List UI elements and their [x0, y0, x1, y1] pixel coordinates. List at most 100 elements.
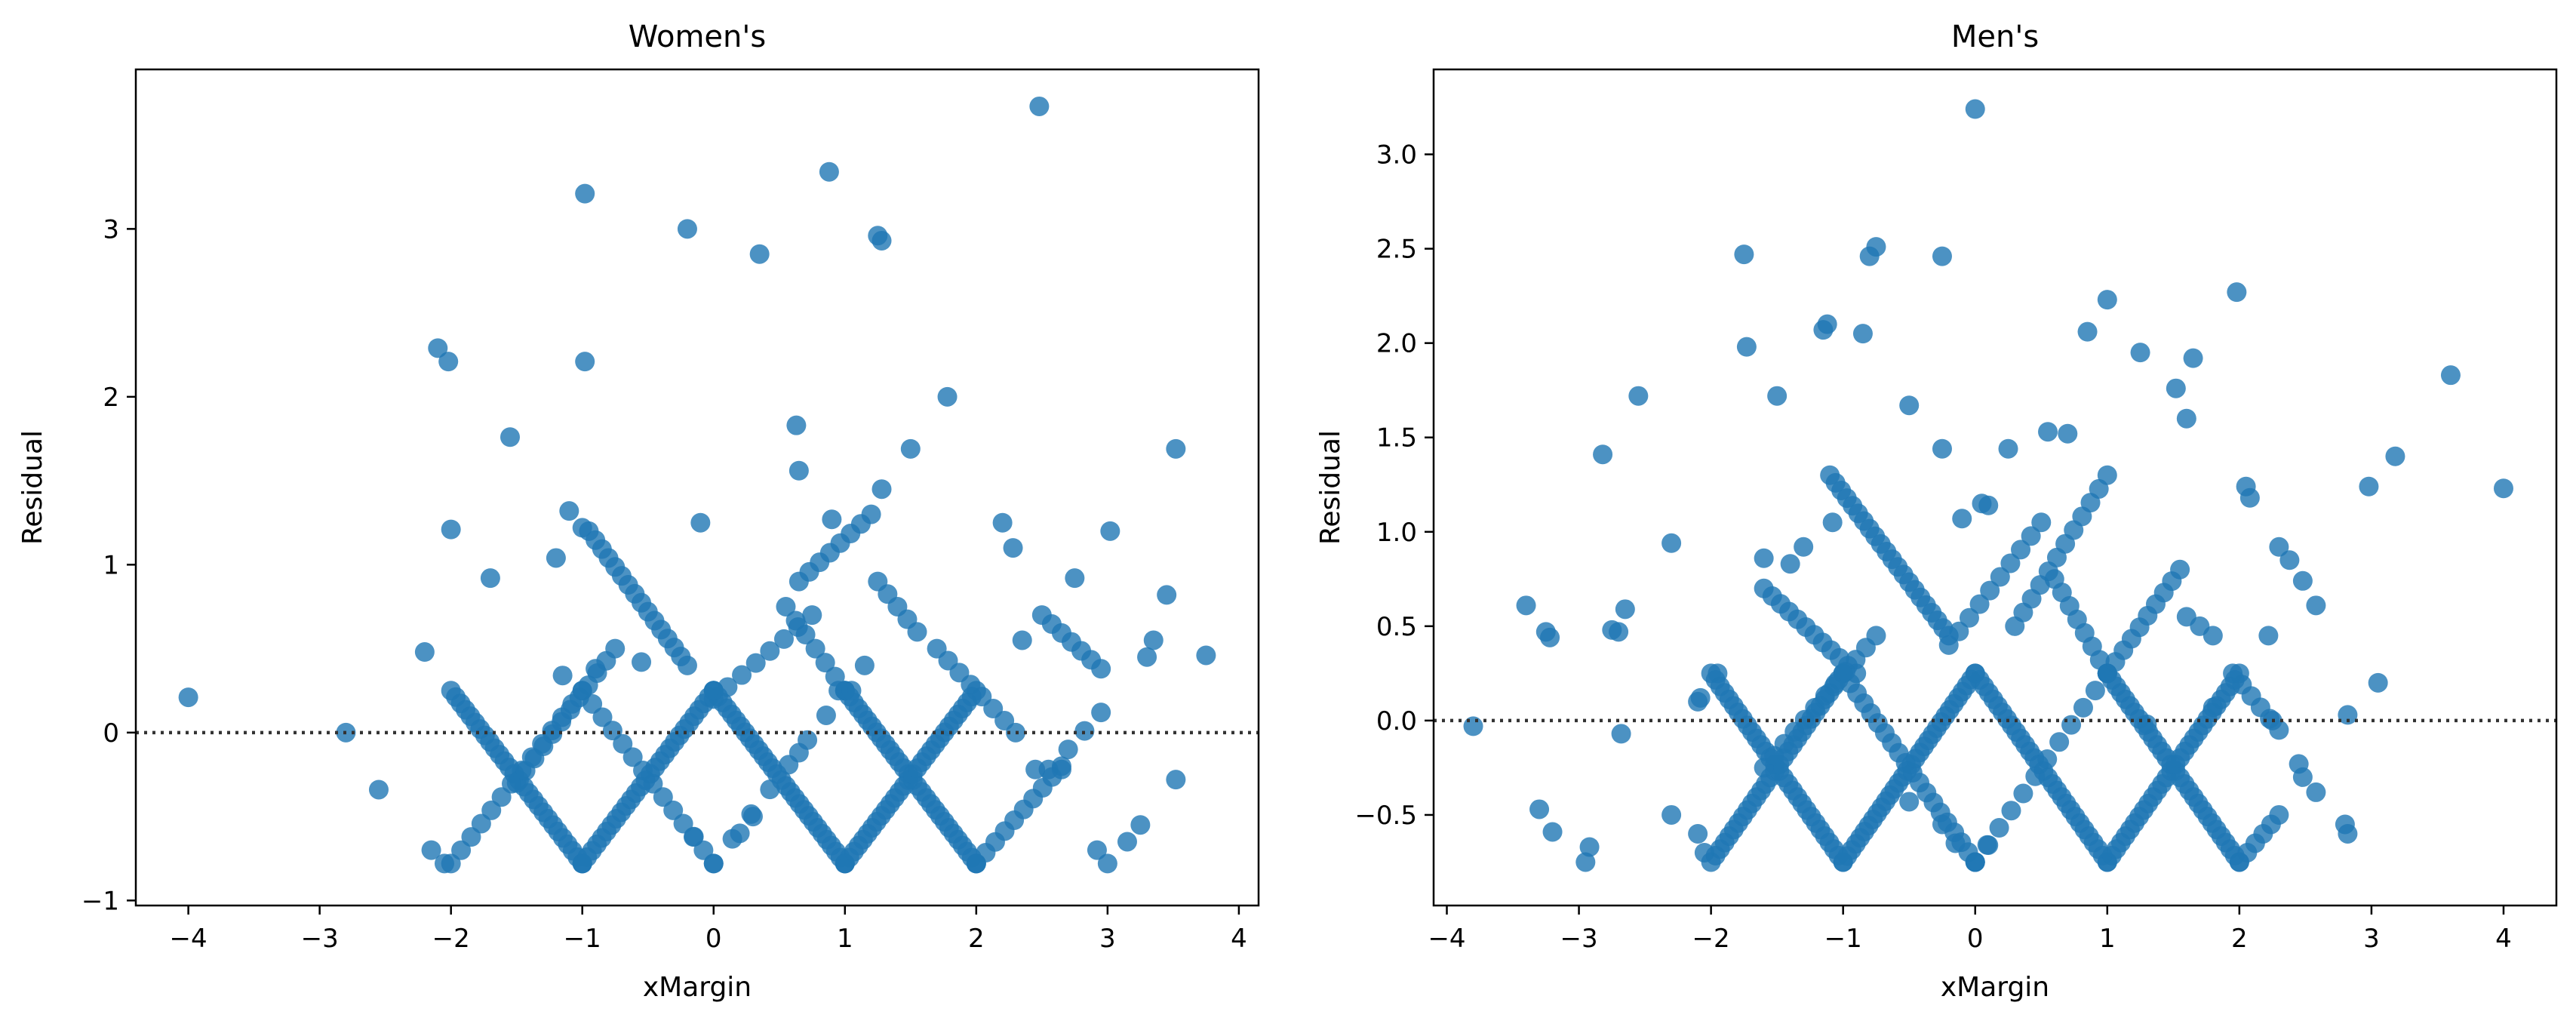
- mens-data-point: [1529, 799, 1550, 819]
- womens-data-point: [677, 655, 697, 675]
- mens-data-point: [1694, 842, 1714, 862]
- mens-data-point: [2077, 321, 2098, 342]
- womens-data-point: [788, 460, 809, 481]
- womens-data-point: [1130, 815, 1151, 835]
- mens-x-tick-label: 0: [1967, 924, 1984, 954]
- womens-data-point: [854, 655, 875, 675]
- womens-data-point: [732, 665, 752, 685]
- womens-data-point: [500, 427, 520, 447]
- mens-y-tick-label: 2.5: [1376, 235, 1417, 265]
- womens-data-point: [760, 641, 780, 661]
- mens-points: [1463, 99, 2513, 872]
- womens-data-point: [785, 610, 806, 631]
- womens-data-point: [693, 840, 714, 860]
- womens-data-point: [684, 826, 704, 847]
- womens-data-point: [552, 666, 573, 686]
- womens-data-point: [816, 705, 836, 725]
- womens-data-point: [788, 743, 809, 763]
- womens-data-point: [937, 386, 958, 407]
- mens-data-point: [2021, 526, 2041, 546]
- womens-y-tick-label: 0: [103, 718, 119, 749]
- womens-data-point: [428, 338, 448, 358]
- mens-data-point: [1463, 716, 1483, 736]
- mens-data-point: [2493, 478, 2513, 499]
- womens-x-tick-label: 0: [705, 924, 722, 954]
- mens-x-tick-label: 3: [2363, 924, 2380, 954]
- mens-data-point: [2130, 343, 2150, 363]
- womens-data-point: [592, 707, 613, 727]
- womens-data-point: [861, 504, 881, 524]
- mens-data-point: [2038, 422, 2058, 442]
- mens-y-tick-label: 3.0: [1376, 140, 1417, 171]
- mens-data-point: [2031, 512, 2052, 533]
- womens-data-point: [575, 352, 595, 372]
- womens-y-tick-label: −1: [81, 886, 119, 916]
- womens-data-point: [776, 596, 796, 617]
- womens-data-point: [178, 687, 198, 708]
- womens-y-tick-label: 1: [103, 550, 119, 580]
- mens-data-point: [1615, 599, 1635, 620]
- mens-y-tick-label: −0.5: [1354, 801, 1417, 831]
- mens-x-axis-label: xMargin: [1941, 972, 2049, 1003]
- womens-data-point: [575, 183, 595, 204]
- womens-data-point: [632, 652, 652, 672]
- mens-data-point: [1516, 595, 1536, 616]
- womens-x-tick-label: −1: [564, 924, 601, 954]
- mens-data-point: [1780, 554, 1800, 574]
- womens-data-point: [586, 659, 606, 679]
- mens-y-ticks: −0.5 0.0 0.5 1.0 1.5 2.0 2.5 3.0: [1354, 140, 1434, 831]
- womens-data-point: [622, 747, 643, 767]
- womens-data-point: [822, 509, 842, 530]
- womens-data-point: [1065, 568, 1085, 589]
- mens-x-tick-label: −4: [1428, 924, 1465, 954]
- womens-data-point: [819, 161, 839, 182]
- mens-data-point: [1932, 246, 1952, 266]
- mens-data-point: [2170, 559, 2190, 580]
- mens-data-point: [2227, 282, 2247, 303]
- mens-chart-title: Men's: [1951, 20, 2039, 54]
- mens-data-point: [1980, 580, 2000, 601]
- womens-data-point: [745, 653, 766, 673]
- mens-data-point: [1708, 663, 1728, 684]
- mens-data-point: [1969, 594, 1990, 614]
- mens-data-point: [2058, 423, 2078, 444]
- mens-data-point: [1540, 627, 1560, 647]
- womens-x-tick-label: −2: [432, 924, 470, 954]
- mens-data-point: [2137, 714, 2157, 734]
- mens-data-point: [1978, 835, 1999, 855]
- mens-data-point: [1767, 386, 1788, 406]
- mens-data-point: [1609, 622, 1629, 642]
- mens-data-point: [1736, 337, 1757, 357]
- mens-data-point: [1866, 626, 1886, 646]
- womens-data-point: [602, 721, 622, 741]
- mens-data-point: [1688, 823, 1708, 844]
- mens-data-point: [2279, 550, 2300, 570]
- womens-data-point: [992, 512, 1013, 533]
- womens-data-point: [835, 853, 855, 874]
- womens-y-ticks: −1 0 1 2 3: [81, 214, 136, 916]
- womens-data-point: [572, 681, 592, 701]
- womens-x-ticks: −4 −3 −2 −1 0 1 2 3 4: [170, 906, 1247, 954]
- mens-data-point: [1952, 509, 1972, 529]
- mens-data-point: [1822, 512, 1843, 533]
- womens-data-point: [1143, 630, 1164, 650]
- mens-data-point: [2183, 348, 2203, 368]
- womens-data-point: [572, 853, 592, 874]
- mens-data-point: [2338, 823, 2358, 844]
- mens-data-point: [2025, 766, 2046, 786]
- womens-data-point: [481, 800, 502, 820]
- womens-x-tick-label: −4: [170, 924, 207, 954]
- mens-data-point: [2385, 446, 2405, 466]
- mens-y-tick-label: 0.5: [1376, 612, 1417, 642]
- mens-y-tick-label: 1.5: [1376, 423, 1417, 454]
- mens-data-point: [1734, 244, 1754, 265]
- womens-data-point: [1166, 770, 1186, 790]
- mens-data-point: [1690, 687, 1711, 708]
- mens-data-point: [2011, 540, 2031, 560]
- womens-data-point: [1091, 703, 1111, 723]
- womens-y-tick-label: 3: [103, 214, 119, 244]
- womens-data-point: [1058, 740, 1078, 760]
- mens-data-point: [1899, 395, 1920, 416]
- womens-x-tick-label: 4: [1231, 924, 1247, 954]
- womens-data-point: [677, 219, 697, 239]
